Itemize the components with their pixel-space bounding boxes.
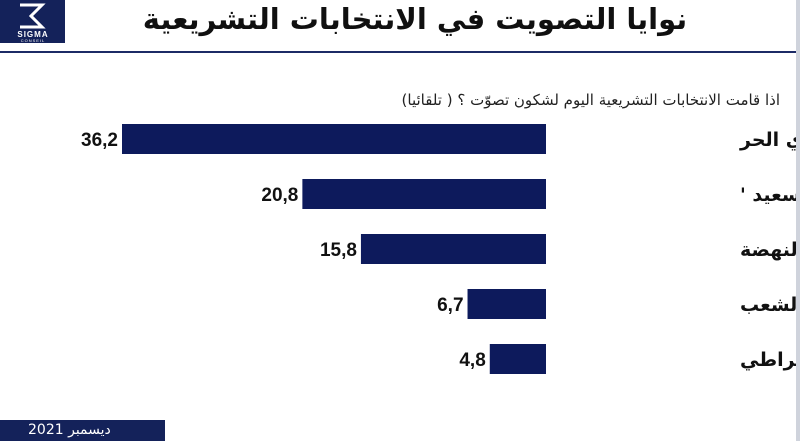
category-label: ' حزب قيس سعيد ' — [740, 184, 800, 206]
footer-bar — [0, 420, 165, 441]
sigma-icon — [20, 3, 46, 29]
bar-value-label: 36,2 — [81, 130, 118, 151]
category-label: النهضة — [740, 239, 800, 261]
bar-3 — [360, 234, 546, 264]
category-label: التيار الديمقراطي — [740, 349, 800, 371]
bar-1 — [122, 124, 546, 154]
bar-value-label: 15,8 — [320, 240, 357, 261]
bar-2 — [302, 179, 546, 209]
category-label: الحزب الدستوري الحر — [739, 129, 800, 152]
category-label: حركة الشعب — [740, 294, 800, 316]
bar-value-label: 4,8 — [459, 350, 485, 371]
bar-value-label: 20,8 — [261, 185, 298, 206]
footer-date: ديسمبر 2021 — [28, 422, 111, 438]
bar-4 — [467, 289, 546, 319]
title-divider — [0, 51, 800, 53]
logo-subtext: CONSEIL — [20, 38, 46, 43]
bar-value-label: 6,7 — [437, 295, 463, 316]
survey-question: اذا قامت الانتخابات التشريعية اليوم لشكو… — [401, 91, 780, 109]
logo-text: SIGMA — [17, 30, 49, 39]
bar-5 — [489, 344, 546, 374]
sigma-logo: SIGMA CONSEIL — [0, 0, 65, 43]
page-title: نوايا التصويت في الانتخابات التشريعية — [142, 2, 688, 36]
scrollbar[interactable] — [796, 0, 800, 441]
